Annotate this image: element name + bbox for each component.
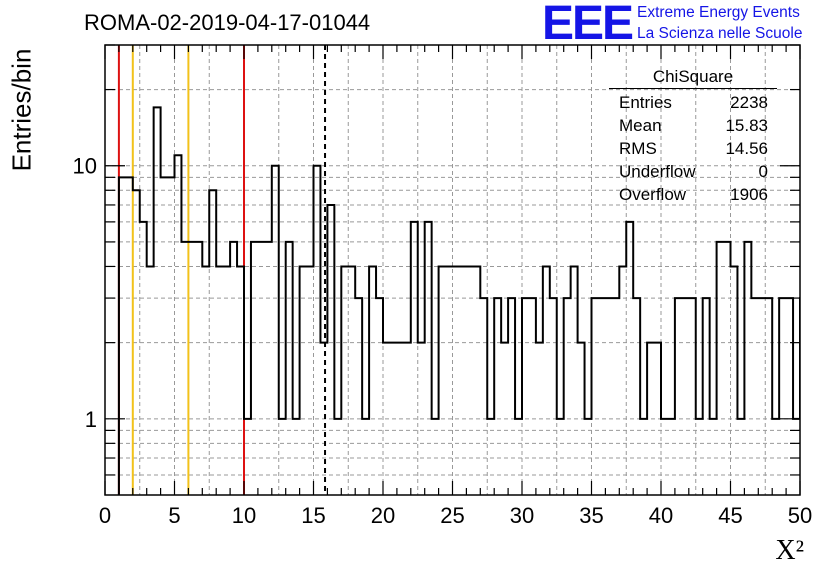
stats-value: 15.83: [725, 116, 768, 135]
x-tick-label: 25: [440, 503, 464, 528]
marker-lines: [117, 45, 327, 495]
stats-label: Underflow: [619, 162, 696, 181]
x-tick-label: 50: [788, 503, 812, 528]
stats-row: RMS 14.56: [609, 137, 777, 160]
chart-title: ROMA-02-2019-04-17-01044: [84, 10, 371, 35]
stats-row: Mean 15.83: [609, 114, 777, 137]
x-tick-label: 35: [579, 503, 603, 528]
stats-box: ChiSquare Entries 2238 Mean 15.83 RMS 14.56…: [609, 66, 777, 206]
x-tick-label: 20: [371, 503, 395, 528]
histogram-series: [117, 106, 800, 495]
stats-row: Overflow 1906: [609, 183, 777, 206]
stats-value: 2238: [730, 93, 768, 112]
axis-tick-labels: 0 5 10 15 20 25 30 35 40 45 50 1 10: [73, 154, 813, 528]
y-tick-label: 10: [73, 154, 97, 179]
axis-ticks: [104, 44, 801, 495]
stats-value: 1906: [730, 185, 768, 204]
stats-title: ChiSquare: [609, 66, 777, 89]
x-tick-label: 45: [718, 503, 742, 528]
grid-lines: [105, 45, 800, 495]
stats-label: RMS: [619, 139, 657, 158]
stats-label: Entries: [619, 93, 672, 112]
x-tick-label: 15: [301, 503, 325, 528]
eee-logo: EEE: [542, 0, 634, 50]
x-tick-label: 40: [649, 503, 673, 528]
stats-label: Mean: [619, 116, 662, 135]
logo-line-1: Extreme Energy Events: [637, 4, 800, 21]
stats-value: 14.56: [725, 139, 768, 158]
y-tick-label: 1: [85, 407, 97, 432]
stats-value: 0: [758, 162, 768, 181]
logo-line-2: La Scienza nelle Scuole: [637, 25, 803, 42]
x-tick-label: 0: [99, 503, 111, 528]
x-tick-label: 5: [168, 503, 180, 528]
x-axis-label: X²: [775, 535, 804, 566]
stats-label: Overflow: [619, 185, 687, 204]
x-tick-label: 10: [232, 503, 256, 528]
y-axis-label: Entries/bin: [6, 48, 37, 172]
x-tick-label: 30: [510, 503, 534, 528]
stats-row: Underflow 0: [609, 160, 777, 183]
stats-row: Entries 2238: [609, 91, 777, 114]
